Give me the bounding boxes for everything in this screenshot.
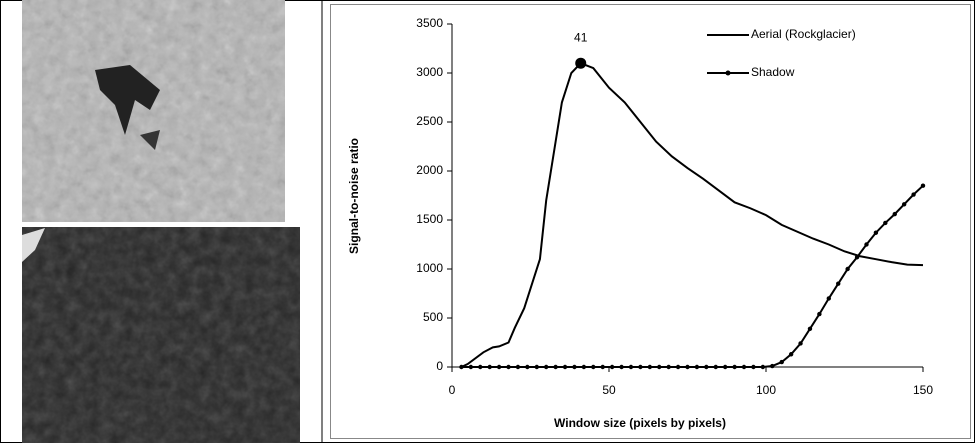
series-marker <box>468 364 474 370</box>
series-marker <box>911 192 916 197</box>
series-marker <box>807 326 813 331</box>
series-marker <box>544 364 549 370</box>
y-tick-label: 1000 <box>416 261 443 275</box>
annotation-label: 41 <box>574 30 588 44</box>
x-tick-label: 0 <box>449 383 456 397</box>
series-marker <box>788 352 794 357</box>
series-marker <box>920 183 926 188</box>
y-tick-label: 0 <box>436 359 443 373</box>
series-marker <box>854 255 860 260</box>
series-marker <box>685 364 690 370</box>
legend-marker <box>725 70 731 76</box>
series-marker <box>704 364 709 370</box>
x-tick-label: 100 <box>756 383 776 397</box>
series-marker <box>525 364 530 370</box>
annotation-marker <box>575 57 587 69</box>
series-marker <box>506 364 511 370</box>
series-marker <box>713 364 718 370</box>
chart: Window size (pixels by pixels) Signal-to… <box>347 16 933 430</box>
series-marker <box>459 364 464 370</box>
series-line <box>461 184 924 368</box>
series-marker <box>572 364 577 370</box>
series-marker <box>647 364 653 370</box>
legend-label: Aerial (Rockglacier) <box>751 27 856 41</box>
series-marker <box>619 364 624 370</box>
x-tick-label: 150 <box>913 383 933 397</box>
series-marker <box>901 202 907 207</box>
x-tick-label: 50 <box>602 383 616 397</box>
series-marker <box>892 211 897 217</box>
series-marker <box>534 364 539 370</box>
series-marker <box>591 364 596 370</box>
series-marker <box>798 341 803 346</box>
series-marker <box>873 230 879 235</box>
series-marker <box>628 364 634 370</box>
series-marker <box>741 364 747 370</box>
series-marker <box>883 220 888 226</box>
y-tick-label: 3000 <box>416 65 443 79</box>
series-marker <box>722 364 728 370</box>
series-marker <box>864 242 869 247</box>
series-marker <box>817 311 822 317</box>
series-marker <box>694 364 700 370</box>
series-marker <box>562 364 568 370</box>
y-tick-label: 2000 <box>416 163 443 177</box>
series-marker <box>478 364 483 370</box>
series-marker <box>553 364 558 370</box>
series-marker <box>779 359 784 365</box>
series-marker <box>609 364 615 370</box>
aerial-image <box>22 0 285 222</box>
series-marker <box>836 281 841 286</box>
series-marker <box>657 364 662 370</box>
y-tick-label: 3500 <box>416 16 443 30</box>
series-marker <box>751 364 756 370</box>
legend-label: Shadow <box>751 65 795 79</box>
y-tick-label: 500 <box>423 310 443 324</box>
x-axis-title: Window size (pixels by pixels) <box>554 416 726 430</box>
series-marker <box>638 364 643 370</box>
series-marker <box>487 364 492 370</box>
chart-frame <box>330 4 971 439</box>
series-line <box>460 62 924 368</box>
series-marker <box>600 364 605 370</box>
series-marker <box>732 364 737 370</box>
series-marker <box>675 364 681 370</box>
series-marker <box>845 266 850 272</box>
y-axis-title: Signal-to-noise ratio <box>347 138 361 254</box>
series-marker <box>770 363 775 369</box>
shadow-image <box>22 227 300 443</box>
series-marker <box>515 364 521 370</box>
series-marker <box>496 364 502 370</box>
series-marker <box>760 364 766 370</box>
series-marker <box>666 364 671 370</box>
series-marker <box>826 296 831 301</box>
series-marker <box>581 364 587 370</box>
y-tick-label: 1500 <box>416 212 443 226</box>
y-tick-label: 2500 <box>416 114 443 128</box>
